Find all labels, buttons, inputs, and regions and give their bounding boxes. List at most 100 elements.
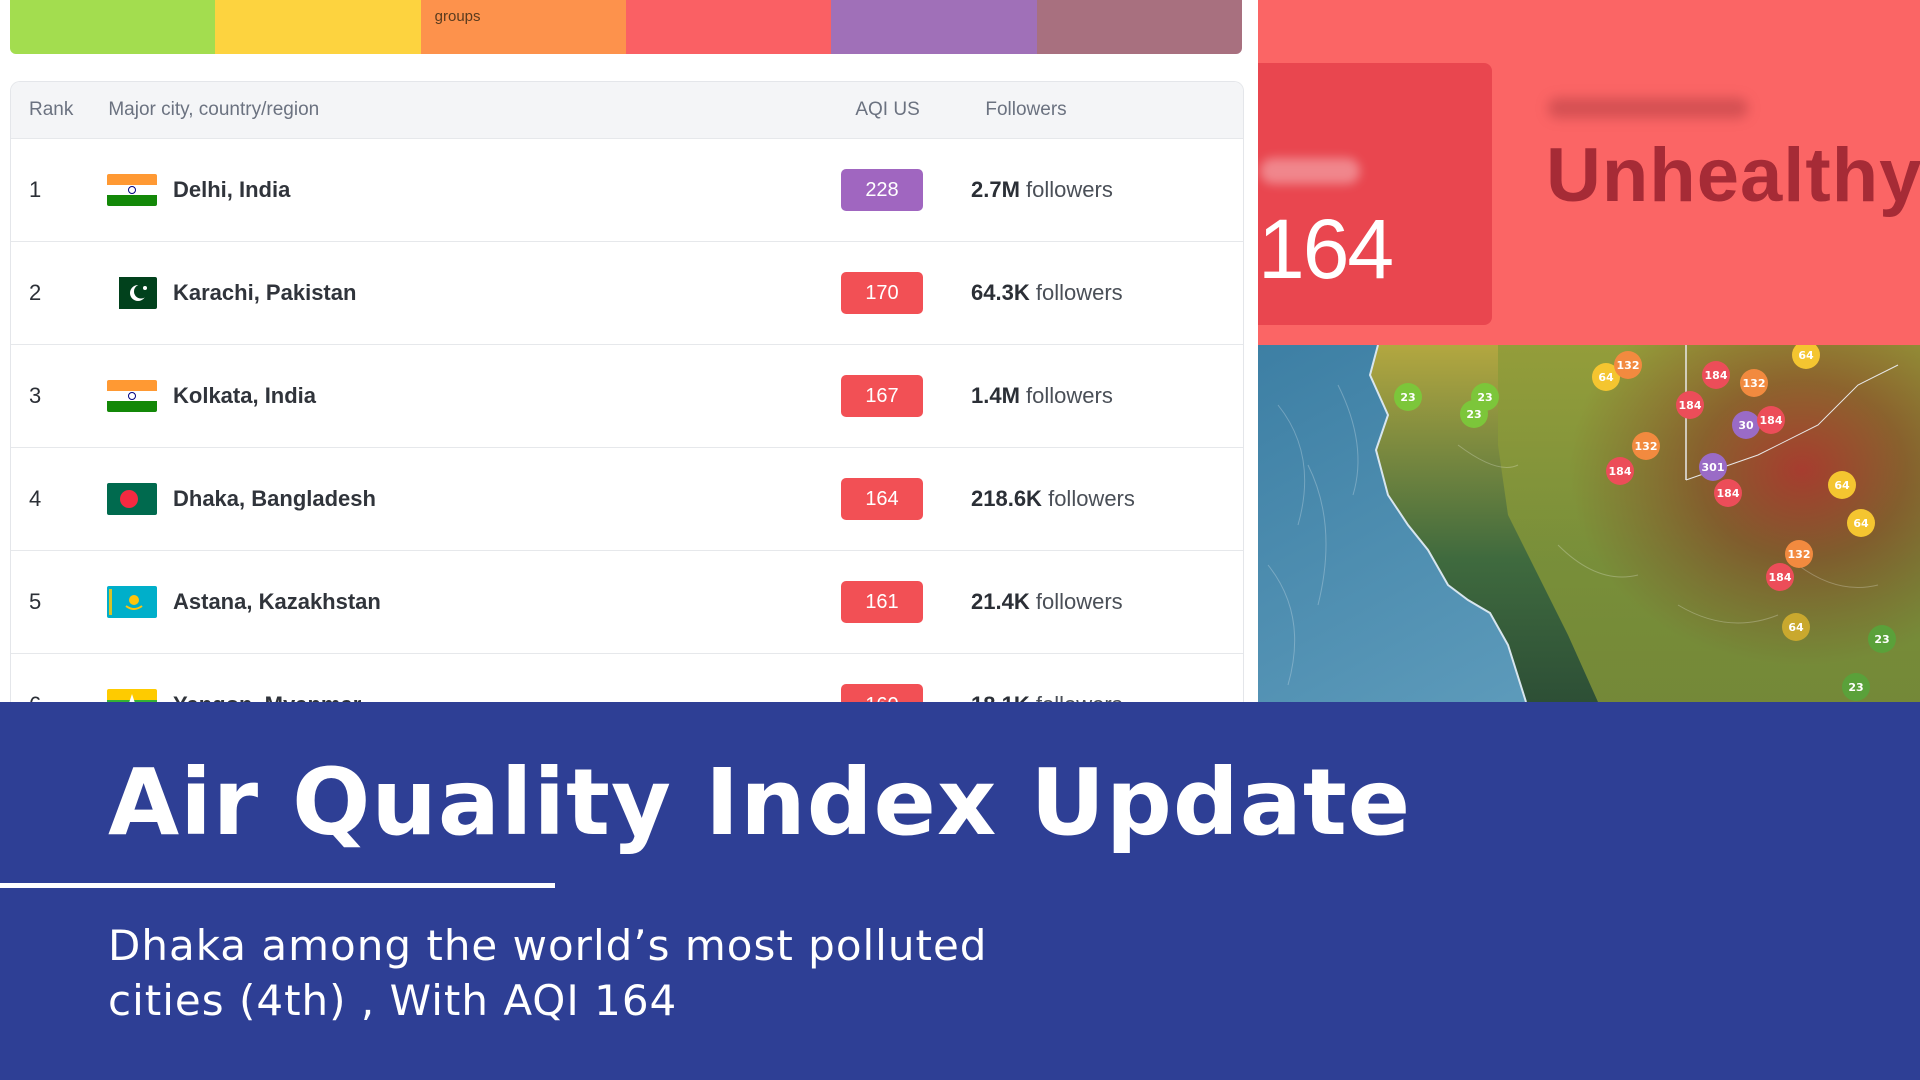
map-marker[interactable]: 132 [1740, 369, 1768, 397]
header-rank[interactable]: Rank [29, 99, 74, 120]
map-marker[interactable]: 23 [1394, 383, 1422, 411]
svg-text:301: 301 [1702, 461, 1725, 474]
aqi-badge: 161 [841, 581, 923, 623]
header-aqi[interactable]: AQI US [855, 99, 920, 120]
rank-cell: 4 [29, 486, 42, 511]
header-city[interactable]: Major city, country/region [108, 99, 320, 120]
scale-sensitive: groups [420, 0, 626, 54]
map-marker[interactable]: 184 [1702, 361, 1730, 389]
map-marker[interactable]: 301 [1699, 453, 1727, 481]
followers-count: 1.4M [971, 383, 1020, 408]
map-marker[interactable]: 184 [1676, 391, 1704, 419]
followers-count: 21.4K [971, 589, 1030, 614]
map-marker[interactable]: 64 [1782, 613, 1810, 641]
pollution-heat [1498, 345, 1920, 702]
city-name[interactable]: Yangon, Myanmar [173, 692, 361, 702]
india-flag-icon [107, 174, 157, 206]
city-name[interactable]: Dhaka, Bangladesh [173, 486, 376, 511]
followers-label: followers [1036, 692, 1123, 702]
border-line [1685, 364, 1899, 481]
aqi-value: 164 [1258, 202, 1394, 296]
map-marker[interactable]: 184 [1766, 563, 1794, 591]
india-flag-icon [107, 380, 157, 412]
city-name[interactable]: Kolkata, India [173, 383, 317, 408]
svg-text:30: 30 [1738, 419, 1754, 432]
aqi-badge: 167 [841, 375, 923, 417]
followers-count: 18.1K [971, 692, 1030, 702]
city-cell[interactable]: Kolkata, India [107, 380, 841, 412]
map-marker[interactable]: 64 [1828, 471, 1856, 499]
followers-cell: 18.1K followers [971, 692, 1123, 702]
kazakhstan-flag-icon [107, 586, 157, 618]
svg-text:23: 23 [1477, 391, 1492, 404]
table-row[interactable]: 2 Karachi, Pakistan 170 64.3K followers [11, 241, 1243, 344]
city-name[interactable]: Karachi, Pakistan [173, 280, 357, 305]
followers-label: followers [1035, 589, 1123, 614]
banner-subtitle: Dhaka among the world’s most polluted ci… [108, 921, 988, 1025]
svg-text:64: 64 [1788, 621, 1804, 634]
svg-text:184: 184 [1705, 369, 1728, 382]
panel-divider [1254, 0, 1258, 702]
map-marker[interactable]: 184 [1757, 406, 1785, 434]
followers-label: followers [1035, 280, 1123, 305]
aqi-status-text: Unhealthy [1546, 133, 1920, 218]
city-name[interactable]: Delhi, India [173, 177, 291, 202]
svg-text:64: 64 [1834, 479, 1850, 492]
map-marker[interactable]: 23 [1868, 625, 1896, 653]
svg-text:184: 184 [1679, 399, 1702, 412]
table-row[interactable]: 4 Dhaka, Bangladesh 164 218.6K followers [11, 447, 1243, 550]
svg-text:132: 132 [1635, 440, 1658, 453]
map-marker[interactable]: 184 [1606, 457, 1634, 485]
svg-text:64: 64 [1598, 371, 1614, 384]
followers-label: followers [1026, 383, 1113, 408]
followers-cell: 218.6K followers [971, 486, 1135, 512]
city-ranking-table: Rank Major city, country/region AQI US F… [10, 81, 1244, 702]
svg-text:23: 23 [1400, 391, 1415, 404]
bangladesh-flag-icon [107, 483, 157, 515]
map-marker[interactable]: 23 [1842, 673, 1870, 701]
map-marker[interactable]: 64 [1792, 345, 1820, 369]
aqi-badge: 170 [841, 272, 923, 314]
svg-text:64: 64 [1853, 517, 1869, 530]
scale-hazardous [1036, 0, 1242, 54]
followers-cell: 21.4K followers [971, 589, 1123, 615]
wind-streamlines [1267, 384, 1879, 686]
svg-text:132: 132 [1617, 359, 1640, 372]
map-markers: 23 23 23 64 132 184 184 132 64 30 184 13… [1394, 345, 1896, 701]
city-cell[interactable]: Yangon, Myanmar [107, 689, 841, 702]
map-marker[interactable]: 64 [1592, 363, 1620, 391]
city-cell[interactable]: Astana, Kazakhstan [107, 586, 841, 618]
headline-banner: Air Quality Index Update Dhaka among the… [0, 702, 1920, 1080]
followers-count: 64.3K [971, 280, 1030, 305]
header-followers[interactable]: Followers [985, 99, 1067, 120]
scale-good [10, 0, 216, 54]
map-marker[interactable]: 132 [1632, 432, 1660, 460]
rank-cell: 5 [29, 589, 42, 614]
pollution-map[interactable]: 23 23 23 64 132 184 184 132 64 30 184 13… [1258, 345, 1920, 702]
table-row[interactable]: 1 Delhi, India 228 2.7M followers [11, 138, 1243, 241]
aqi-scale-bar: groups [10, 0, 1242, 54]
table-row[interactable]: 3 Kolkata, India 167 1.4M followers [11, 344, 1243, 447]
map-marker[interactable]: 132 [1785, 540, 1813, 568]
city-cell[interactable]: Karachi, Pakistan [107, 277, 841, 309]
followers-cell: 1.4M followers [971, 383, 1113, 409]
map-marker[interactable]: 64 [1847, 509, 1875, 537]
aqi-badge: 160 [841, 684, 923, 702]
city-cell[interactable]: Dhaka, Bangladesh [107, 483, 841, 515]
rank-cell: 1 [29, 177, 42, 202]
svg-text:184: 184 [1760, 414, 1783, 427]
svg-text:184: 184 [1609, 465, 1632, 478]
table-row[interactable]: 5 Astana, Kazakhstan 161 21.4K followers [11, 550, 1243, 653]
city-name[interactable]: Astana, Kazakhstan [173, 589, 381, 614]
table-row[interactable]: 6 Yangon, Myanmar 160 18.1K followers [11, 653, 1243, 702]
map-marker[interactable]: 184 [1714, 479, 1742, 507]
aqi-value-box: 164 [1258, 63, 1492, 325]
city-cell[interactable]: Delhi, India [107, 174, 841, 206]
map-marker[interactable]: 30 [1732, 411, 1760, 439]
map-marker[interactable]: 132 [1614, 351, 1642, 379]
map-marker[interactable]: 23 [1460, 400, 1488, 428]
svg-text:64: 64 [1798, 349, 1814, 362]
scale-label: groups [434, 8, 481, 25]
svg-text:132: 132 [1743, 377, 1766, 390]
pakistan-flag-icon [107, 277, 157, 309]
